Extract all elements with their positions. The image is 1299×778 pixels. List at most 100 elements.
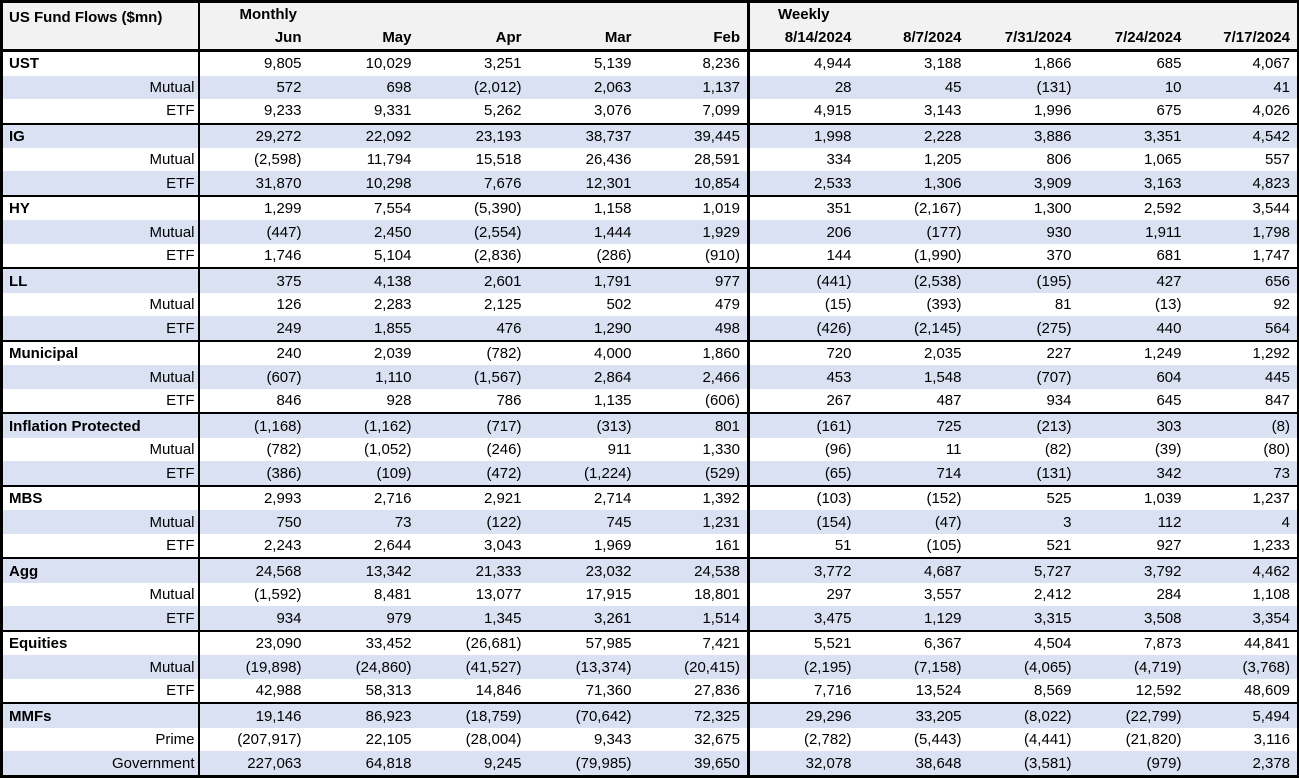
value-cell: 3,076 [593, 102, 632, 120]
value-cell: (2,782) [747, 727, 859, 752]
value-cell: 927 [1156, 537, 1182, 555]
value-cell: 3,557 [923, 586, 962, 604]
value-cell: (7,158) [858, 655, 969, 679]
value-cell: 5,262 [483, 102, 522, 120]
value-cell: (4,441) [1023, 731, 1072, 749]
table-row: MBS 2,993 2,716 2,921 2,714 1,392 (103) (152) 52… [1, 484, 1299, 511]
value-cell: 1,137 [638, 75, 749, 99]
value-cell: (607) [198, 365, 309, 389]
value-cell: 1,860 [638, 339, 749, 366]
value-cell: 81 [1054, 296, 1072, 314]
value-cell: 4,000 [528, 339, 639, 366]
value-cell: 681 [1156, 247, 1182, 265]
value-cell: 3,043 [483, 537, 522, 555]
table-row: Mutual (782) (1,052) (246) 911 1,330 (96) 11 (82… [1, 437, 1299, 462]
value-cell: 267 [747, 388, 859, 414]
value-cell: 86,923 [308, 702, 419, 728]
value-cell: (275) [968, 316, 1079, 341]
value-cell: 1,205 [923, 151, 962, 169]
value-cell: 29,272 [198, 122, 309, 148]
value-cell: 4,915 [747, 99, 859, 124]
value-cell: 4,138 [308, 267, 419, 293]
value-cell: 720 [747, 339, 859, 366]
table-row: Agg 24,568 13,342 21,333 23,032 24,538 3,772 4,… [1, 557, 1299, 583]
value-cell: 847 [1264, 392, 1291, 410]
value-cell: 445 [1188, 365, 1299, 389]
table-header: US Fund Flows ($mn) Monthly Weekly Jun M… [1, 1, 1299, 52]
value-cell: 73 [308, 510, 419, 534]
sub-row-label: Mutual [1, 75, 200, 99]
table-row: Mutual (607) 1,110 (1,567) 2,864 2,466 453 1,54… [1, 365, 1299, 389]
value-cell: (1,168) [198, 412, 309, 438]
table-row: Mutual 750 73 (122) 745 1,231 (154) (47) 3 112 4 [1, 510, 1299, 534]
value-cell: 604 [1078, 365, 1189, 389]
value-cell: 144 [747, 243, 859, 269]
table-body: UST 9,805 10,029 3,251 5,139 8,236 4,944 3,188 1… [1, 49, 1299, 777]
value-cell: 15,518 [475, 151, 522, 169]
value-cell: (105) [926, 537, 962, 555]
value-cell: 32,675 [694, 731, 740, 749]
table-row: Inflation Protected (1,168) (1,162) (717) (3… [1, 412, 1299, 438]
value-cell: (447) [198, 220, 309, 244]
value-cell: 564 [1188, 316, 1299, 341]
value-cell: 72,325 [638, 702, 749, 728]
value-cell: 45 [858, 75, 969, 99]
value-cell: 7,421 [638, 629, 749, 656]
value-cell: 32,078 [747, 751, 859, 777]
value-cell: 57,985 [528, 629, 639, 656]
value-cell: 5,104 [373, 247, 412, 265]
value-cell: 13,077 [475, 586, 522, 604]
value-cell: 934 [1046, 392, 1072, 410]
value-cell: 24,568 [198, 557, 309, 583]
value-cell: 1,969 [593, 537, 632, 555]
value-cell: 297 [747, 582, 859, 607]
table-row: Mutual (2,598) 11,794 15,518 26,436 28,591 334… [1, 148, 1299, 172]
value-cell: 23,090 [198, 629, 309, 656]
value-cell: 26,436 [585, 151, 632, 169]
value-cell: (529) [638, 461, 749, 486]
value-cell: (47) [858, 510, 969, 534]
column-header-mar: Mar [528, 26, 639, 52]
value-cell: 2,716 [308, 484, 419, 511]
value-cell: 9,331 [373, 102, 412, 120]
value-cell: 1,444 [528, 220, 639, 244]
table-row: ETF 934 979 1,345 3,261 1,514 3,475 1,129 3,315 3… [1, 606, 1299, 631]
value-cell: 370 [1046, 247, 1072, 265]
value-cell: (161) [747, 412, 859, 438]
value-cell: 39,445 [638, 122, 749, 148]
value-cell: 2,921 [418, 484, 529, 511]
value-cell: 1,065 [1143, 151, 1182, 169]
value-cell: 4,462 [1188, 557, 1299, 583]
sub-row-label: Mutual [1, 292, 200, 317]
value-cell: 440 [1078, 316, 1189, 341]
value-cell: (65) [747, 461, 859, 486]
table-row: ETF 2,243 2,644 3,043 1,969 161 51 (105) 521 927 1… [1, 533, 1299, 559]
value-cell: 29,296 [747, 702, 859, 728]
value-cell: 22,092 [308, 122, 419, 148]
value-cell: (22,799) [1078, 702, 1189, 728]
value-cell: 930 [968, 220, 1079, 244]
group-row-label: MBS [1, 484, 200, 511]
value-cell: (1,224) [528, 461, 639, 486]
value-cell: 249 [198, 316, 309, 341]
value-cell: 1,330 [702, 441, 740, 459]
value-cell: 12,301 [528, 171, 639, 196]
value-cell: 1,392 [638, 484, 749, 511]
value-cell: (782) [418, 339, 529, 366]
value-cell: (3,768) [1188, 655, 1299, 679]
value-cell: (286) [596, 247, 632, 265]
value-cell: (18,759) [418, 702, 529, 728]
sub-row-label: Government [1, 751, 200, 777]
value-cell: 240 [198, 339, 309, 366]
value-cell: 1,996 [1033, 102, 1072, 120]
value-cell: 1,514 [638, 606, 749, 631]
value-cell: 48,609 [1244, 682, 1291, 700]
table-row: ETF (386) (109) (472) (1,224) (529) (65) 714 (13… [1, 461, 1299, 486]
value-cell: 2,035 [858, 339, 969, 366]
value-cell: 979 [308, 606, 419, 631]
table-row: Mutual 572 698 (2,012) 2,063 1,137 28 45 (131) 10… [1, 75, 1299, 99]
value-cell: 3,188 [858, 49, 969, 76]
group-row-label: UST [1, 49, 200, 76]
value-cell: 7,873 [1078, 629, 1189, 656]
